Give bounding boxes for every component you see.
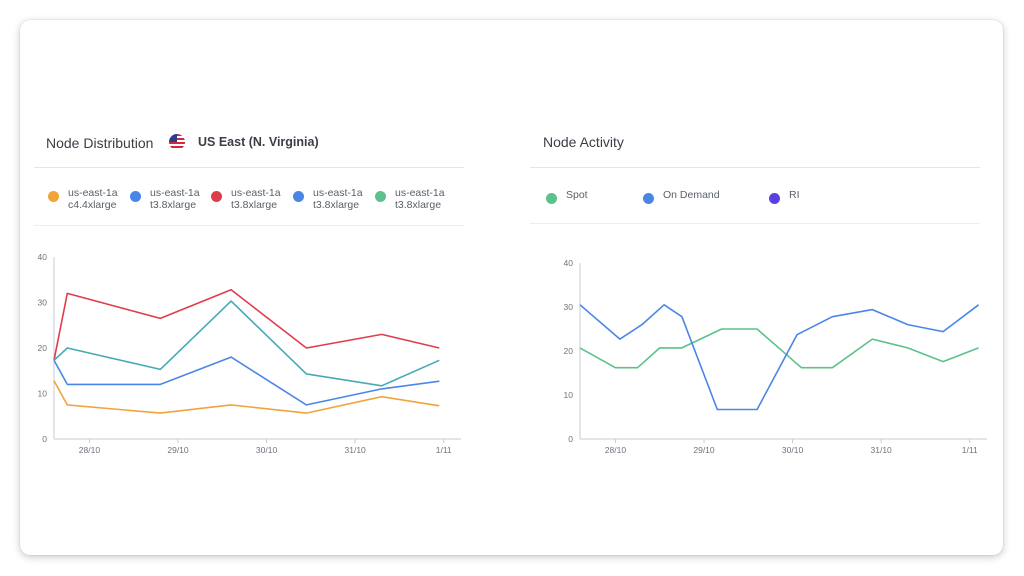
series-line-2[interactable] bbox=[53, 288, 440, 361]
node-activity-title: Node Activity bbox=[543, 134, 624, 150]
us-flag-icon bbox=[169, 134, 185, 150]
legend-type: t3.8xlarge bbox=[231, 199, 278, 211]
y-tick-label: 10 bbox=[564, 390, 574, 400]
region-selector[interactable]: US East (N. Virginia) bbox=[198, 135, 319, 149]
series-line-1[interactable] bbox=[53, 356, 440, 406]
dashboard-card: Node Distribution US East (N. Virginia) … bbox=[20, 20, 1003, 555]
node-distribution-title: Node Distribution bbox=[46, 135, 154, 151]
x-tick-label: 1/11 bbox=[436, 445, 452, 455]
node-activity-chart: 0 10 20 30 40 28/10 29/10 30/10 31/10 1/11 bbox=[564, 258, 987, 455]
y-tick-label: 40 bbox=[564, 258, 574, 268]
y-tick-label: 10 bbox=[38, 389, 48, 399]
legend-zone: us-east-1a bbox=[313, 187, 363, 199]
legend-label: RI bbox=[789, 189, 800, 201]
legend-item[interactable]: us-east-1a t3.8xlarge bbox=[293, 187, 363, 211]
y-tick-label: 20 bbox=[38, 343, 48, 353]
legend-label: On Demand bbox=[663, 189, 720, 201]
legend-dot bbox=[546, 193, 557, 204]
x-tick-label: 28/10 bbox=[605, 445, 627, 455]
legend-zone: us-east-1a bbox=[395, 187, 445, 199]
x-tick-label: 30/10 bbox=[256, 445, 278, 455]
legend-type: t3.8xlarge bbox=[150, 199, 197, 211]
x-tick-label: 31/10 bbox=[871, 445, 893, 455]
x-tick-label: 1/11 bbox=[962, 445, 978, 455]
y-tick-label: 40 bbox=[38, 252, 48, 262]
y-tick-label: 0 bbox=[42, 434, 47, 444]
series-line-on-demand[interactable] bbox=[579, 303, 980, 411]
y-tick-label: 20 bbox=[564, 346, 574, 356]
legend-label: Spot bbox=[566, 189, 588, 201]
node-distribution-legend: us-east-1a c4.4xlarge us-east-1a t3.8xla… bbox=[34, 168, 464, 226]
x-tick-label: 31/10 bbox=[345, 445, 367, 455]
x-tick-label: 29/10 bbox=[167, 445, 189, 455]
series-line-spot[interactable] bbox=[579, 328, 979, 369]
node-distribution-chart: 0 10 20 30 40 28/10 29/10 30/10 31/10 1/11 bbox=[38, 252, 461, 455]
legend-dot bbox=[293, 191, 304, 202]
legend-zone: us-east-1a bbox=[68, 187, 118, 199]
node-activity-panel: Node Activity Spot On Demand RI bbox=[530, 115, 980, 475]
legend-item-on-demand[interactable]: On Demand bbox=[643, 189, 720, 204]
node-distribution-panel: Node Distribution US East (N. Virginia) … bbox=[34, 115, 464, 475]
x-tick-label: 30/10 bbox=[782, 445, 804, 455]
series-line-3[interactable] bbox=[53, 300, 440, 387]
series-line-0[interactable] bbox=[53, 380, 440, 414]
legend-dot bbox=[643, 193, 654, 204]
legend-dot bbox=[769, 193, 780, 204]
y-tick-label: 30 bbox=[564, 302, 574, 312]
legend-item-ri[interactable]: RI bbox=[769, 189, 800, 204]
legend-dot bbox=[375, 191, 386, 202]
legend-zone: us-east-1a bbox=[231, 187, 281, 199]
legend-dot bbox=[211, 191, 222, 202]
x-tick-label: 28/10 bbox=[79, 445, 101, 455]
y-tick-label: 30 bbox=[38, 298, 48, 308]
legend-item-spot[interactable]: Spot bbox=[546, 189, 588, 204]
legend-item[interactable]: us-east-1a t3.8xlarge bbox=[130, 187, 200, 211]
legend-type: t3.8xlarge bbox=[313, 199, 360, 211]
legend-dot bbox=[48, 191, 59, 202]
y-tick-label: 0 bbox=[568, 434, 573, 444]
node-activity-legend: Spot On Demand RI bbox=[530, 168, 980, 224]
legend-item[interactable]: us-east-1a t3.8xlarge bbox=[211, 187, 281, 211]
legend-type: t3.8xlarge bbox=[395, 199, 442, 211]
node-activity-header: Node Activity bbox=[530, 115, 980, 168]
legend-zone: us-east-1a bbox=[150, 187, 200, 199]
legend-item[interactable]: us-east-1a t3.8xlarge bbox=[375, 187, 445, 211]
legend-item[interactable]: us-east-1a c4.4xlarge bbox=[48, 187, 118, 211]
node-distribution-header: Node Distribution US East (N. Virginia) bbox=[34, 115, 464, 168]
legend-type: c4.4xlarge bbox=[68, 199, 117, 211]
legend-dot bbox=[130, 191, 141, 202]
x-tick-label: 29/10 bbox=[693, 445, 715, 455]
